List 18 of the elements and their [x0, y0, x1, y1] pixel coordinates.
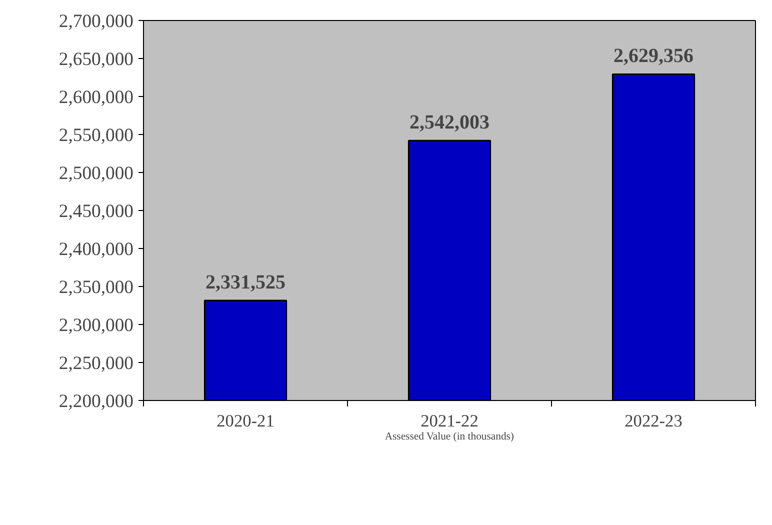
y-tick-label: 2,600,000	[58, 87, 134, 108]
x-tick-label: 2020-21	[216, 412, 274, 430]
y-tick-label: 2,400,000	[58, 239, 134, 260]
y-tick-label: 2,650,000	[58, 49, 134, 70]
text: Assessed Value (in thousands)	[384, 432, 514, 442]
y-tick-label: 2,250,000	[58, 353, 134, 374]
y-tick-label: 2,500,000	[58, 163, 134, 184]
data-label: 2,542,003	[410, 112, 490, 134]
y-tick-label: 2,200,000	[58, 391, 134, 412]
data-label: 2,629,356	[614, 45, 694, 68]
y-tick-label: 2,550,000	[58, 125, 134, 146]
y-tick-label: 2,300,000	[58, 315, 134, 336]
x-tick-label: 2022-23	[624, 412, 682, 430]
y-tick-label: 2,350,000	[58, 277, 134, 298]
y-tick-label: 2,700,000	[58, 11, 134, 32]
data-label: 2,331,525	[206, 272, 286, 294]
y-tick-label: 2,450,000	[58, 201, 134, 222]
x-tick-label: 2021-22	[420, 412, 478, 430]
